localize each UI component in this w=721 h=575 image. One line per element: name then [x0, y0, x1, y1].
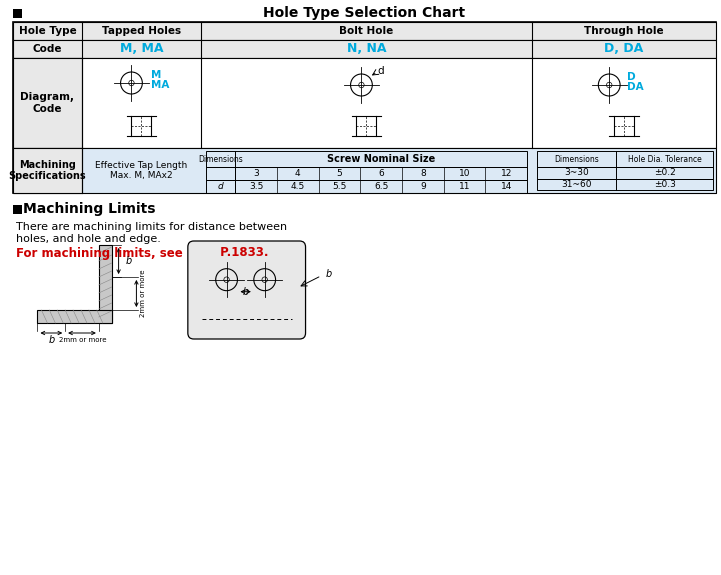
Text: b: b: [48, 335, 55, 345]
Bar: [13, 148, 82, 193]
Text: 4: 4: [295, 169, 301, 178]
Text: Dimensions: Dimensions: [554, 155, 599, 163]
Text: 4.5: 4.5: [291, 182, 305, 191]
Text: 12: 12: [500, 169, 512, 178]
Text: MA: MA: [151, 80, 169, 90]
Bar: [13, 40, 716, 58]
Text: M, MA: M, MA: [120, 43, 163, 56]
Bar: [205, 167, 527, 180]
Text: 31~60: 31~60: [562, 180, 592, 189]
Text: There are machining limits for distance between: There are machining limits for distance …: [16, 222, 287, 232]
Text: b: b: [125, 256, 132, 266]
Text: 2mm or more: 2mm or more: [141, 270, 146, 317]
Text: b: b: [242, 287, 249, 297]
Text: Tapped Holes: Tapped Holes: [102, 26, 181, 36]
Bar: [13, 205, 22, 214]
Text: For machining limits, see: For machining limits, see: [16, 247, 182, 259]
Text: Dimensions: Dimensions: [198, 155, 243, 163]
Text: P.1833.: P.1833.: [216, 247, 268, 259]
Bar: [205, 180, 527, 193]
Text: Machining Limits: Machining Limits: [22, 202, 155, 216]
Bar: [13, 148, 716, 193]
Text: DA: DA: [627, 82, 644, 92]
Text: D, DA: D, DA: [604, 43, 644, 56]
Bar: [537, 167, 713, 178]
Text: d: d: [218, 182, 224, 191]
Text: ±0.3: ±0.3: [654, 180, 676, 189]
Text: 6.5: 6.5: [374, 182, 389, 191]
Text: 3~30: 3~30: [565, 168, 589, 177]
Text: N, NA: N, NA: [347, 43, 386, 56]
Text: 14: 14: [500, 182, 512, 191]
Text: d: d: [377, 66, 384, 76]
Text: ±0.2: ±0.2: [654, 168, 676, 177]
Bar: [537, 178, 713, 190]
Text: 5.5: 5.5: [332, 182, 347, 191]
Bar: [13, 22, 716, 193]
FancyBboxPatch shape: [188, 241, 306, 339]
Bar: [13, 58, 716, 148]
Bar: [537, 151, 713, 167]
Bar: [188, 248, 198, 258]
Text: Hole Dia. Tolerance: Hole Dia. Tolerance: [628, 155, 702, 163]
Text: Diagram,
Code: Diagram, Code: [20, 92, 74, 114]
Text: Effective Tap Length
Max. M, MAx2: Effective Tap Length Max. M, MAx2: [95, 161, 187, 180]
Bar: [205, 151, 527, 167]
Text: Screw Nominal Size: Screw Nominal Size: [327, 154, 435, 164]
Text: holes, and hole and edge.: holes, and hole and edge.: [16, 234, 161, 244]
Text: 2mm or more: 2mm or more: [59, 337, 107, 343]
Text: Through Hole: Through Hole: [584, 26, 664, 36]
Text: Hole Type: Hole Type: [19, 26, 76, 36]
Bar: [13, 58, 82, 148]
Bar: [13, 22, 716, 40]
Bar: [37, 310, 112, 323]
Text: 3.5: 3.5: [249, 182, 263, 191]
Text: Machining
Specifications: Machining Specifications: [9, 160, 87, 181]
Text: Hole Type Selection Chart: Hole Type Selection Chart: [263, 6, 465, 20]
Text: 3: 3: [253, 169, 259, 178]
Text: 8: 8: [420, 169, 426, 178]
Text: 9: 9: [420, 182, 426, 191]
Bar: [13, 9, 22, 18]
Text: Bolt Hole: Bolt Hole: [340, 26, 394, 36]
Text: b: b: [325, 269, 332, 279]
Text: Code: Code: [32, 44, 62, 54]
Text: D: D: [627, 72, 636, 82]
Text: 10: 10: [459, 169, 470, 178]
Text: 6: 6: [379, 169, 384, 178]
Text: 11: 11: [459, 182, 470, 191]
Text: M: M: [151, 70, 162, 80]
Bar: [99, 245, 112, 323]
Text: 5: 5: [337, 169, 342, 178]
